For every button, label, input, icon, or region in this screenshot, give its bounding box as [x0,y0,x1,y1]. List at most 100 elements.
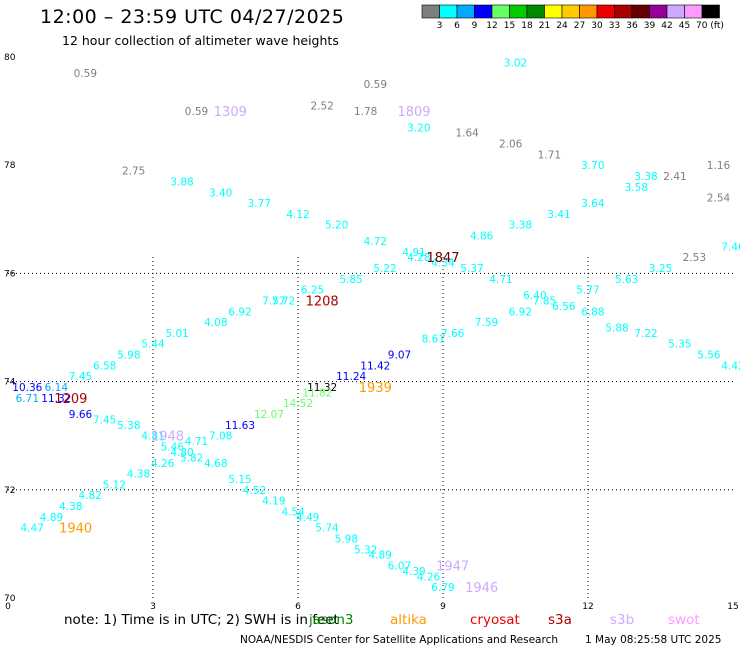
colorbar-swatch [509,4,528,19]
wave-height-label: 1.71 [538,149,561,161]
wave-height-label: 3.38 [509,220,532,232]
wave-height-label: 2.06 [499,139,523,151]
colorbar-label: 18 [521,21,533,31]
colorbar-label: 9 [472,21,478,31]
wave-height-label: 5.22 [373,263,396,275]
x-tick-label: 6 [295,602,301,612]
colorbar-label: 36 [626,21,638,31]
satellite-cryosat: cryosat [470,612,520,628]
wave-height-label: 10.36 [12,382,42,394]
colorbar-label: 24 [556,21,568,31]
wave-height-label: 5.98 [117,350,140,362]
y-tick-label: 70 [4,594,16,604]
satellite-altika: altika [390,612,427,628]
wave-height-label: 5.37 [460,263,483,275]
colorbar-swatch [666,4,685,19]
colorbar-swatch [579,4,598,19]
colorbar-label: 39 [644,21,656,31]
x-tick-label: 15 [727,602,738,612]
wave-height-label: 11.24 [336,371,366,383]
wave-height-label: 6.92 [509,306,532,318]
wave-height-label: 5.32 [354,544,377,556]
colorbar-swatch [456,4,475,19]
wave-height-label: 6.07 [388,561,411,573]
wave-height-label: 7.45 [69,371,92,383]
wave-height-label: 11.32 [307,382,337,394]
wave-height-label: 4.26 [151,458,175,470]
wave-height-label: 5.15 [228,474,251,486]
wave-height-label: 5.98 [335,533,358,545]
wave-height-label: 4.71 [489,274,512,286]
wave-height-label: 7.08 [209,431,232,443]
wave-height-label: 4.82 [78,490,101,502]
colorbar-swatch [526,4,545,19]
wave-height-label: 6.40 [523,290,546,302]
wave-height-label: 5.74 [315,523,339,535]
wave-height-label: 4.39 [402,566,425,578]
wave-height-label: 5.35 [668,339,691,351]
colorbar-label: 33 [609,21,620,31]
colorbar-swatch [614,4,633,19]
pass-time-label: 1947 [436,560,469,575]
wave-height-label: 3.64 [581,198,605,210]
wave-height-label: 7.45 [93,414,116,426]
wave-height-label: 3.25 [649,263,672,275]
generated-timestamp: 1 May 08:25:58 UTC 2025 [585,634,722,646]
wave-height-label: 7.59 [475,317,498,329]
colorbar-swatch [544,4,563,19]
colorbar-label: 15 [504,21,515,31]
colorbar-swatch [421,4,440,19]
wave-height-label: 7.57 [262,295,285,307]
colorbar-swatch [596,4,615,19]
colorbar-swatch [684,4,703,19]
wave-height-label: 5.82 [180,452,203,464]
wave-height-label: 3.88 [170,176,193,188]
colorbar-swatch [631,4,650,19]
colorbar-label: 45 [679,21,690,31]
wave-height-label: 4.47 [20,523,43,535]
wave-height-label: 4.71 [185,436,208,448]
wave-height-label: 3.41 [547,209,570,221]
wave-height-label: 4.89 [40,512,63,524]
wave-height-label: 4.86 [470,231,494,243]
wave-height-label: 5.63 [615,274,638,286]
wave-height-label: 4.34 [431,258,455,270]
wave-height-label: 3.58 [625,182,648,194]
wave-height-label: 6.56 [552,301,576,313]
wave-height-label: 4.42 [721,360,740,372]
wave-height-label: 5.85 [339,274,362,286]
wave-height-label: 4.38 [127,469,150,481]
wave-height-label: 7.66 [441,328,465,340]
y-tick-label: 72 [4,486,15,496]
wave-height-label: 7.72 [272,295,295,307]
colorbar-label: 70 (ft) [696,21,724,31]
pass-time-label: 1946 [465,581,498,596]
wave-height-label: 4.19 [262,496,285,508]
colorbar-swatch [439,4,458,19]
wave-height-label: 3.38 [634,171,657,183]
wave-height-label: 6.58 [93,360,116,372]
x-tick-label: 0 [5,602,11,612]
wave-height-label: 11.63 [225,420,255,432]
x-tick-label: 12 [582,602,593,612]
wave-height-label: 6.14 [45,382,69,394]
wave-height-label: 5.44 [141,339,165,351]
pass-time-label: 1309 [214,105,247,120]
wave-height-label: 5.20 [325,220,348,232]
wave-height-label: 11.82 [302,387,332,399]
x-tick-label: 9 [440,602,446,612]
wave-height-label: 4.54 [281,506,305,518]
wave-height-label: 4.08 [204,317,227,329]
colorbar-swatch [474,4,493,19]
colorbar-label: 12 [486,21,497,31]
wave-height-label: 2.52 [310,101,333,113]
wave-height-label: 11.42 [360,360,390,372]
wave-height-label: 3.70 [581,160,604,172]
pass-time-label: 1809 [397,105,430,120]
wave-height-label: 8.61 [422,333,445,345]
wave-height-label: 0.59 [74,68,97,80]
satellite-swot: swot [668,612,700,628]
wave-height-label: 3.77 [248,198,271,210]
chart-title: 12:00 – 23:59 UTC 04/27/2025 [40,6,345,28]
wave-height-label: 9.66 [69,409,93,421]
